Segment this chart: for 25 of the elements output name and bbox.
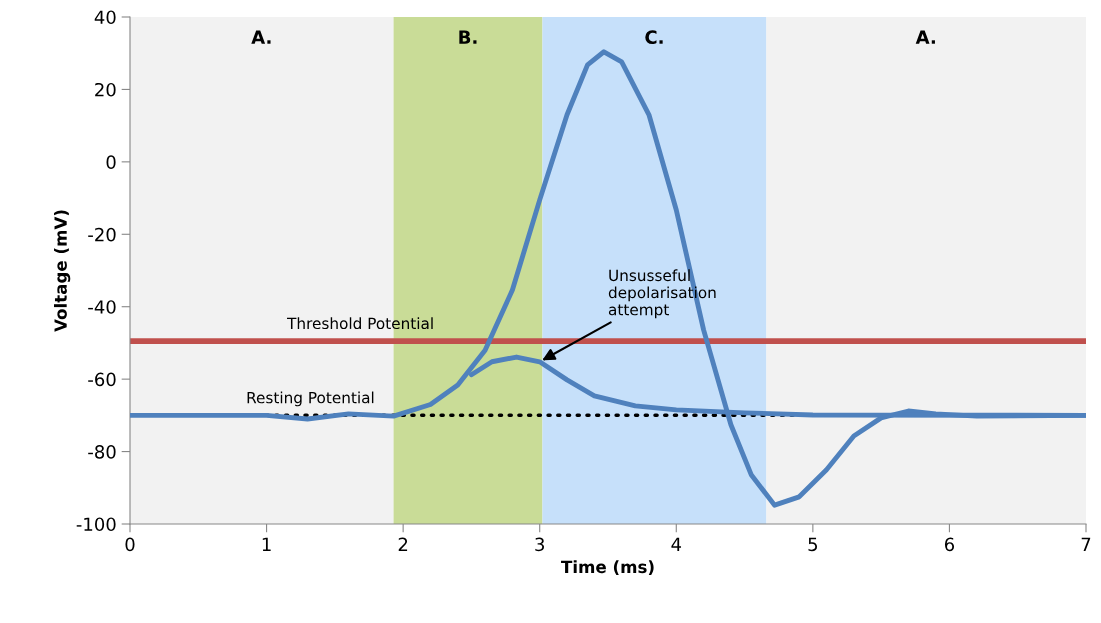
y-tick-label: 0 <box>106 155 116 169</box>
y-tick-label: -100 <box>76 517 116 532</box>
ref-line-label: Resting Potential <box>247 391 374 407</box>
y-tick-label: 20 <box>95 82 116 97</box>
band-label: A. <box>915 30 935 44</box>
x-tick-label: 5 <box>808 537 818 552</box>
y-axis-title: Voltage (mV) <box>54 210 71 332</box>
x-tick-label: 0 <box>125 537 135 552</box>
x-tick-label: 3 <box>535 537 545 552</box>
band-label: A. <box>251 30 271 44</box>
y-tick-label: -80 <box>88 445 116 459</box>
ref-line-label: Threshold Potential <box>287 317 433 330</box>
annotation: Unsusseful depolarisation attempt <box>608 269 716 319</box>
x-tick-label: 6 <box>944 537 955 552</box>
y-tick-label: -20 <box>88 227 116 242</box>
x-tick-label: 1 <box>262 537 271 551</box>
y-tick-label: -40 <box>88 300 116 314</box>
band-label: B. <box>459 30 477 44</box>
x-tick-label: 7 <box>1081 537 1091 551</box>
x-axis-title: Time (ms) <box>561 560 654 576</box>
x-tick-label: 2 <box>398 537 408 551</box>
y-tick-label: 40 <box>94 10 116 25</box>
y-tick-label: -60 <box>88 372 116 387</box>
x-tick-label: 4 <box>671 537 682 551</box>
band-label: C. <box>645 30 663 44</box>
